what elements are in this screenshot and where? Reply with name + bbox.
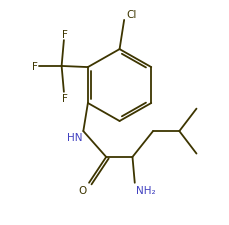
Text: Cl: Cl [126, 10, 136, 20]
Text: F: F [62, 30, 68, 40]
Text: NH₂: NH₂ [135, 185, 155, 195]
Text: F: F [62, 94, 68, 104]
Text: HN: HN [66, 133, 82, 143]
Text: F: F [32, 62, 37, 72]
Text: O: O [78, 185, 86, 195]
